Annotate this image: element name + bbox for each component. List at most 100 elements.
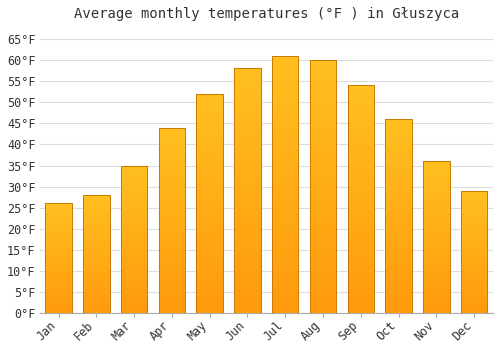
Bar [196,94,223,313]
Bar [234,289,260,294]
Bar [83,280,110,282]
Bar [461,267,487,269]
Bar [83,219,110,221]
Bar [310,197,336,202]
Bar [121,278,148,281]
Bar [423,307,450,310]
Bar [234,279,260,284]
Bar [310,298,336,303]
Bar [386,201,412,204]
Bar [423,176,450,180]
Bar [46,203,72,313]
Bar [348,158,374,163]
Bar [310,232,336,237]
Bar [234,308,260,313]
Bar [121,228,148,231]
Bar [272,56,298,313]
Bar [461,250,487,252]
Bar [46,296,72,298]
Bar [423,277,450,280]
Bar [83,200,110,202]
Bar [46,232,72,234]
Bar [83,252,110,254]
Bar [196,239,223,243]
Bar [423,161,450,164]
Bar [310,237,336,242]
Bar [83,209,110,212]
Bar [83,242,110,245]
Bar [310,75,336,80]
Bar [272,66,298,71]
Bar [348,186,374,190]
Bar [461,235,487,237]
Bar [272,148,298,154]
Bar [310,100,336,106]
Bar [46,302,72,304]
Bar [158,194,185,198]
Bar [234,69,260,313]
Bar [234,215,260,220]
Bar [234,161,260,166]
Bar [461,191,487,313]
Bar [234,103,260,108]
Bar [461,272,487,274]
Bar [461,252,487,254]
Bar [310,166,336,172]
Bar [83,195,110,313]
Bar [423,301,450,304]
Bar [46,254,72,256]
Bar [386,255,412,259]
Bar [83,207,110,209]
Bar [158,239,185,243]
Bar [196,173,223,177]
Bar [196,208,223,212]
Bar [46,269,72,272]
Bar [196,94,223,98]
Bar [423,164,450,167]
Bar [83,202,110,204]
Bar [234,88,260,93]
Bar [158,306,185,309]
Bar [234,156,260,161]
Bar [196,256,223,260]
Bar [46,215,72,217]
Bar [196,168,223,173]
Bar [196,247,223,252]
Bar [83,271,110,273]
Bar [83,292,110,294]
Bar [386,119,412,123]
Bar [272,82,298,87]
Bar [461,228,487,230]
Bar [310,227,336,232]
Bar [46,282,72,285]
Bar [348,113,374,117]
Bar [158,235,185,239]
Bar [386,135,412,139]
Bar [196,234,223,239]
Bar [348,131,374,135]
Bar [196,111,223,116]
Bar [83,278,110,280]
Bar [386,127,412,131]
Bar [121,245,148,248]
Bar [423,192,450,195]
Bar [461,281,487,284]
Bar [272,76,298,82]
Bar [83,287,110,289]
Bar [121,289,148,293]
Bar [196,230,223,234]
Bar [386,302,412,306]
Bar [83,195,110,197]
Bar [158,157,185,161]
Bar [46,241,72,243]
Bar [272,272,298,277]
Bar [46,263,72,265]
Bar [158,309,185,313]
Title: Average monthly temperatures (°F ) in Głuszyca: Average monthly temperatures (°F ) in Gł… [74,7,459,21]
Bar [461,286,487,289]
Bar [196,146,223,151]
Bar [348,167,374,172]
Bar [310,116,336,121]
Bar [158,250,185,254]
Bar [196,212,223,217]
